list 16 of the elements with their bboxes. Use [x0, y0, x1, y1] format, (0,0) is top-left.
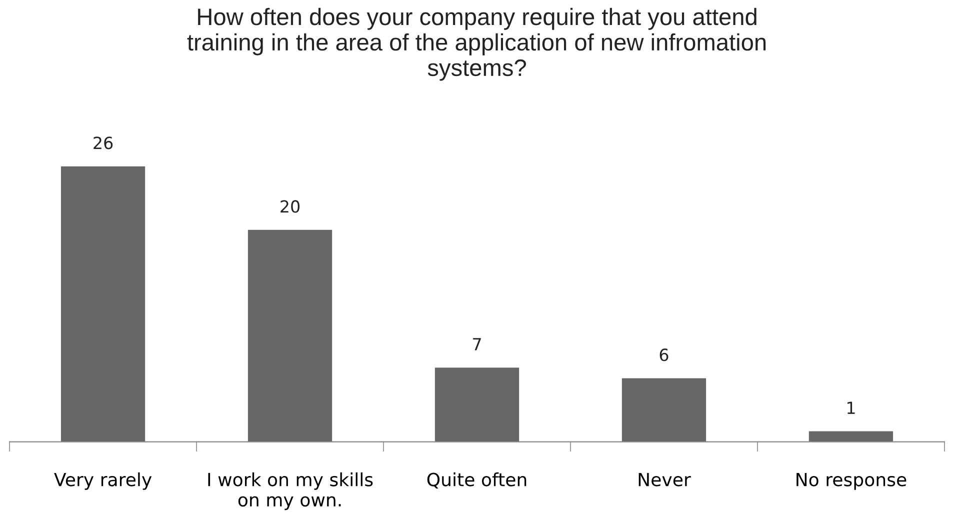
bar	[248, 230, 332, 442]
x-tick-label: Quite often	[427, 472, 526, 488]
bar	[622, 378, 706, 442]
data-label: 26	[94, 136, 113, 150]
chart-title: How often does your company require that you attend training in the area of the application of new infromation systems?	[187, 8, 766, 81]
data-label: 20	[280, 200, 300, 213]
bar	[808, 431, 894, 442]
data-label: 6	[660, 348, 668, 362]
bar	[434, 368, 520, 442]
x-tick-label: Very rarely	[54, 472, 152, 490]
x-tick-label: Never	[638, 472, 691, 486]
data-label: 7	[473, 338, 481, 350]
data-label: 1	[847, 402, 855, 414]
x-tick-label: No response	[796, 472, 906, 490]
x-tick-label: I work on my skills on my own.	[208, 472, 373, 510]
bar	[60, 166, 146, 442]
